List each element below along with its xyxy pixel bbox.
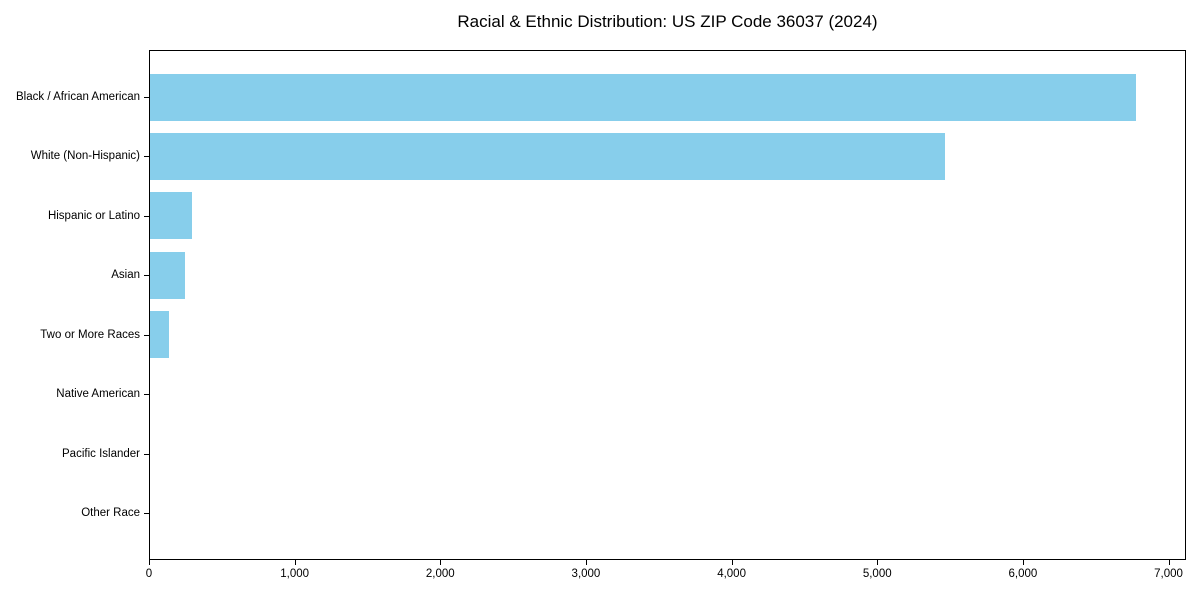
x-axis-tick <box>294 560 296 565</box>
y-axis-tick <box>144 156 149 157</box>
bar-asian <box>149 251 186 299</box>
bar-white-non-hispanic <box>149 132 945 180</box>
bar-native-american <box>149 370 151 418</box>
y-axis-tick <box>144 97 149 98</box>
x-axis-tick <box>877 560 879 565</box>
bar-black-african-american <box>149 73 1137 121</box>
y-axis-tick <box>144 335 149 336</box>
y-tick-label: Pacific Islander <box>62 447 140 460</box>
y-tick-label: Hispanic or Latino <box>47 209 140 222</box>
x-axis-tick <box>1022 560 1024 565</box>
plot-area-border <box>149 50 1186 560</box>
x-axis-tick <box>440 560 442 565</box>
y-axis-tick <box>144 394 149 395</box>
bar-two-or-more-races <box>149 311 170 359</box>
x-tick-label: 3,000 <box>571 568 601 580</box>
bar-hispanic-or-latino <box>149 192 192 240</box>
y-axis-tick <box>144 454 149 455</box>
chart-title: Racial & Ethnic Distribution: US ZIP Cod… <box>457 12 878 31</box>
x-tick-label: 4,000 <box>717 568 746 580</box>
x-tick-label: 7,000 <box>1154 568 1183 580</box>
x-axis-tick <box>731 560 733 565</box>
x-tick-label: 0 <box>145 568 153 580</box>
y-tick-label: Black / African American <box>16 91 140 103</box>
x-axis-tick <box>585 560 587 565</box>
x-axis-tick <box>1168 560 1170 565</box>
x-tick-label: 5,000 <box>862 568 892 580</box>
y-tick-label: White (Non-Hispanic) <box>30 150 140 163</box>
x-tick-label: 1,000 <box>280 568 310 580</box>
y-axis-tick <box>144 275 149 276</box>
y-axis-tick <box>144 513 149 514</box>
x-axis-tick <box>149 560 150 565</box>
y-axis-tick <box>144 216 149 217</box>
x-tick-label: 6,000 <box>1008 568 1038 580</box>
y-tick-label: Two or More Races <box>40 328 140 341</box>
x-tick-label: 2,000 <box>425 568 455 580</box>
y-tick-label: Native American <box>56 388 140 401</box>
y-tick-label: Other Race <box>81 507 140 520</box>
y-tick-label: Asian <box>111 269 140 282</box>
